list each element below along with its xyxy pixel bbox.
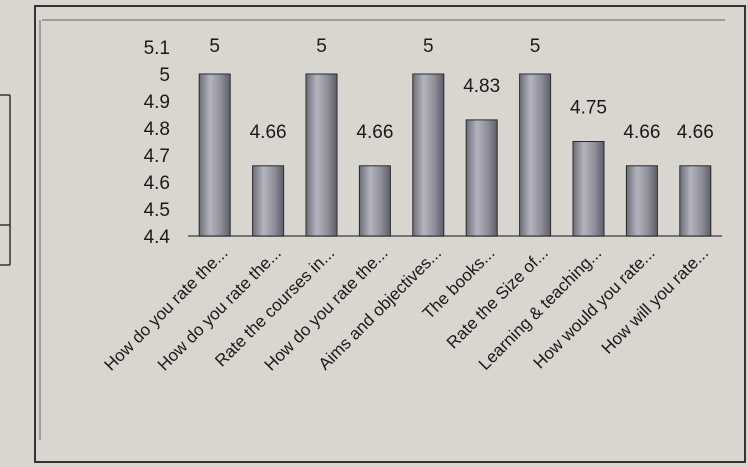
data-labels: 5 4.66 5 4.66 5 4.83 5 4.75 4.66 4.66	[209, 36, 713, 143]
y-tick-label: 5.1	[144, 38, 170, 59]
data-label: 4.66	[623, 122, 660, 143]
y-tick-label: 5	[159, 65, 170, 86]
data-label: 5	[316, 36, 327, 57]
bar	[572, 141, 605, 237]
y-tick-label: 4.7	[144, 146, 170, 167]
data-label: 4.66	[356, 122, 393, 143]
bar	[679, 165, 712, 237]
y-tick-label: 4.6	[144, 173, 170, 194]
data-label: 4.83	[463, 76, 500, 97]
y-tick-label: 4.8	[144, 119, 170, 140]
data-label: 5	[209, 36, 220, 57]
bar	[305, 73, 338, 237]
data-label: 4.66	[250, 122, 287, 143]
bars	[198, 73, 712, 237]
y-tick-label: 4.9	[144, 92, 170, 113]
y-axis-ticks: 4.4 4.5 4.6 4.7 4.8 4.9 5 5.1	[144, 38, 171, 248]
bar	[519, 73, 552, 237]
chart-frame	[34, 5, 746, 463]
bar	[412, 73, 445, 237]
bar	[358, 165, 391, 237]
data-label: 4.66	[677, 122, 714, 143]
y-tick-label: 4.4	[144, 227, 171, 248]
y-tick-label: 4.5	[144, 200, 170, 221]
bar	[465, 119, 498, 237]
data-label: 4.75	[570, 98, 607, 119]
data-label: 5	[423, 36, 434, 57]
bar	[252, 165, 285, 237]
bar	[625, 165, 658, 237]
category-labels: How do you rate the...How do you rate th…	[100, 243, 712, 374]
bar	[198, 73, 231, 237]
category-label: Rate the Size of...	[443, 243, 552, 352]
data-label: 5	[530, 36, 541, 57]
